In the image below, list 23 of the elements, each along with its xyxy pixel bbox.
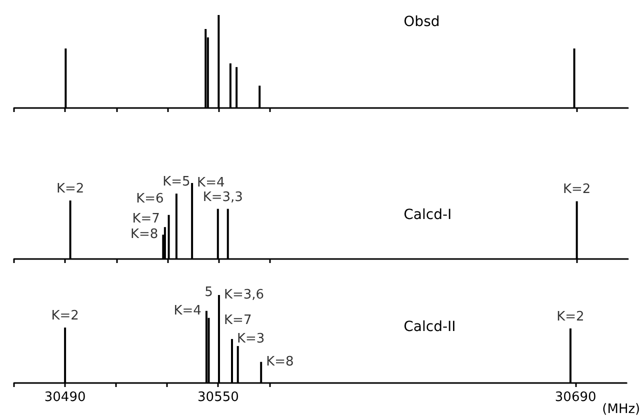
annotation: K=5 bbox=[162, 174, 190, 190]
annotation: K=4 bbox=[174, 303, 202, 318]
chart-title: Obsd bbox=[404, 14, 440, 30]
annotation: K=7 bbox=[224, 313, 252, 328]
x-tick-label: 30690 bbox=[554, 390, 596, 405]
annotation: K=3,3 bbox=[202, 190, 243, 205]
x-tick-label: 30490 bbox=[44, 390, 86, 405]
annotation: K=3,6 bbox=[224, 288, 264, 302]
annotation: K=8 bbox=[266, 354, 294, 370]
annotation: K=8 bbox=[130, 227, 158, 242]
annotation: K=6 bbox=[136, 191, 164, 206]
annotation: K=2 bbox=[51, 308, 79, 324]
annotation: 5 bbox=[204, 284, 213, 300]
annotation: K=2 bbox=[562, 182, 591, 198]
text: Calcd-II bbox=[404, 319, 456, 335]
annotation: K=4 bbox=[197, 176, 225, 190]
text: Calcd-I bbox=[404, 207, 452, 223]
x-axis-title: (MHz) bbox=[602, 402, 640, 416]
annotation: K=2 bbox=[556, 309, 584, 324]
annotation: K=7 bbox=[132, 212, 160, 227]
annotation: K=3 bbox=[236, 332, 265, 346]
annotation: K=2 bbox=[56, 181, 84, 196]
x-tick-label: 30550 bbox=[198, 390, 239, 405]
